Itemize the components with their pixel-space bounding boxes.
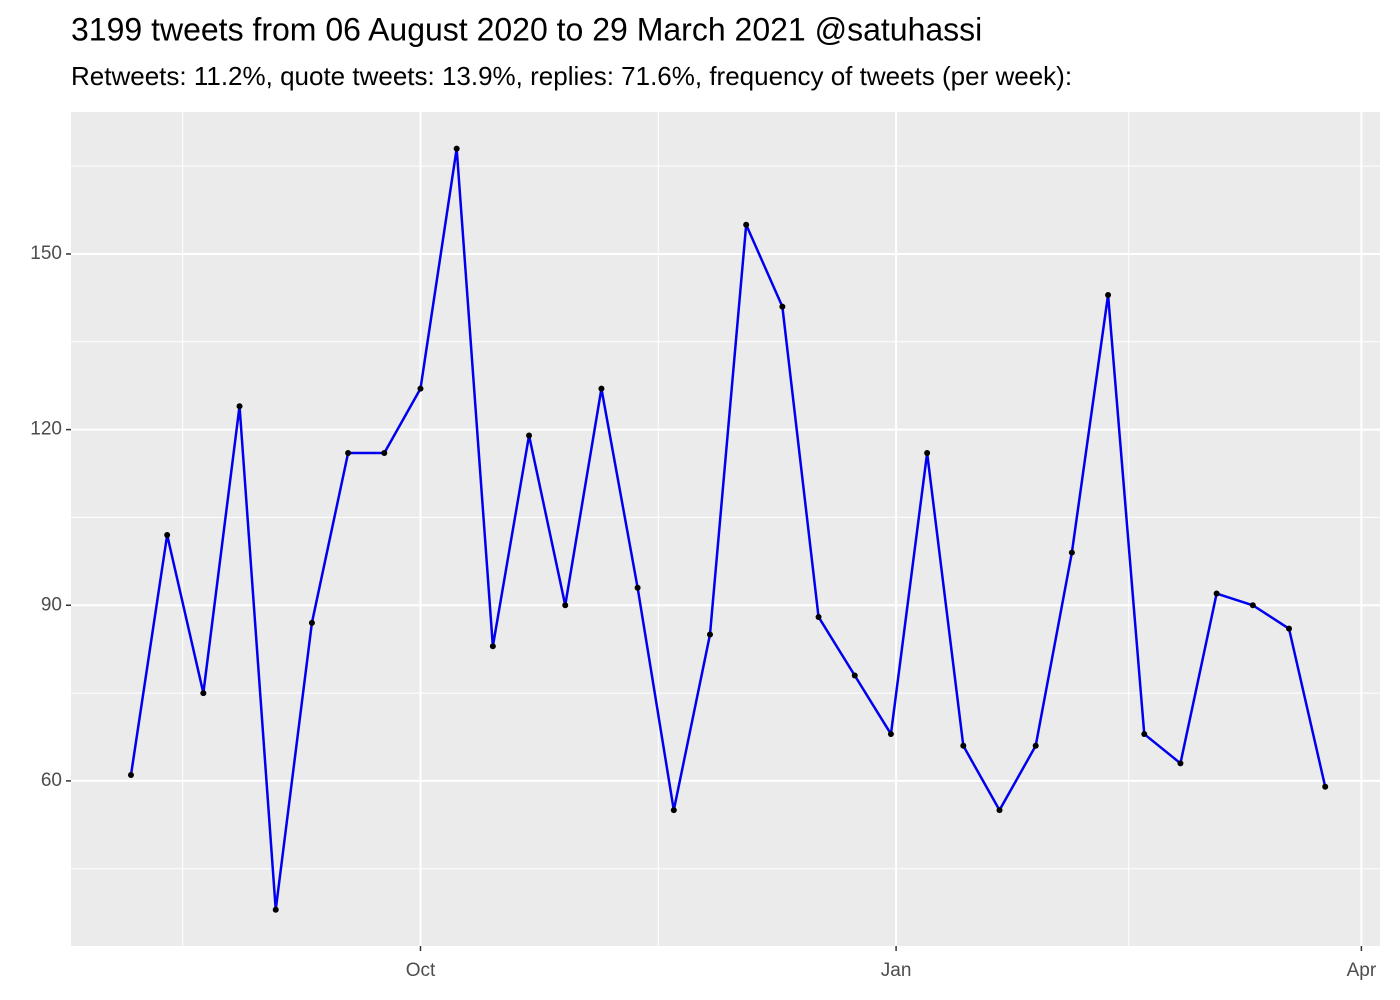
data-point bbox=[706, 631, 713, 638]
data-point bbox=[1249, 602, 1256, 609]
data-point bbox=[1286, 625, 1293, 632]
data-point bbox=[562, 602, 569, 609]
chart-title: 3199 tweets from 06 August 2020 to 29 Ma… bbox=[71, 11, 982, 47]
data-point bbox=[417, 385, 424, 392]
data-point bbox=[308, 619, 315, 626]
data-point bbox=[598, 385, 605, 392]
data-point bbox=[1032, 742, 1039, 749]
data-point bbox=[851, 672, 858, 679]
data-point bbox=[381, 450, 388, 457]
y-tick-label: 120 bbox=[30, 419, 62, 440]
data-point bbox=[996, 807, 1003, 814]
y-tick-label: 60 bbox=[41, 770, 62, 791]
data-point bbox=[1105, 291, 1112, 298]
data-point bbox=[200, 690, 207, 697]
data-point bbox=[634, 584, 641, 591]
data-point bbox=[526, 432, 533, 439]
data-point bbox=[743, 221, 750, 228]
data-point bbox=[453, 145, 460, 152]
data-point bbox=[1177, 760, 1184, 767]
x-tick-label: Apr bbox=[1347, 960, 1377, 981]
data-point bbox=[345, 450, 352, 457]
data-point bbox=[1322, 783, 1329, 790]
data-point bbox=[489, 643, 496, 650]
data-point bbox=[924, 450, 931, 457]
data-point bbox=[164, 532, 171, 539]
series-line bbox=[129, 147, 1327, 911]
data-point bbox=[670, 807, 677, 814]
plot-panel bbox=[71, 112, 1380, 946]
data-point bbox=[960, 742, 967, 749]
data-point bbox=[1141, 731, 1148, 738]
data-point bbox=[272, 906, 279, 913]
data-point bbox=[236, 403, 243, 410]
x-tick-label: Oct bbox=[406, 960, 436, 981]
data-point bbox=[1213, 590, 1220, 597]
y-tick-label: 150 bbox=[30, 243, 62, 264]
data-point bbox=[1068, 549, 1075, 556]
y-tick-label: 90 bbox=[41, 594, 62, 615]
chart-subtitle: Retweets: 11.2%, quote tweets: 13.9%, re… bbox=[71, 61, 1072, 91]
data-point bbox=[887, 731, 894, 738]
x-tick-label: Jan bbox=[881, 960, 912, 981]
data-point bbox=[127, 772, 134, 779]
data-point bbox=[815, 613, 822, 620]
data-point bbox=[779, 303, 786, 310]
